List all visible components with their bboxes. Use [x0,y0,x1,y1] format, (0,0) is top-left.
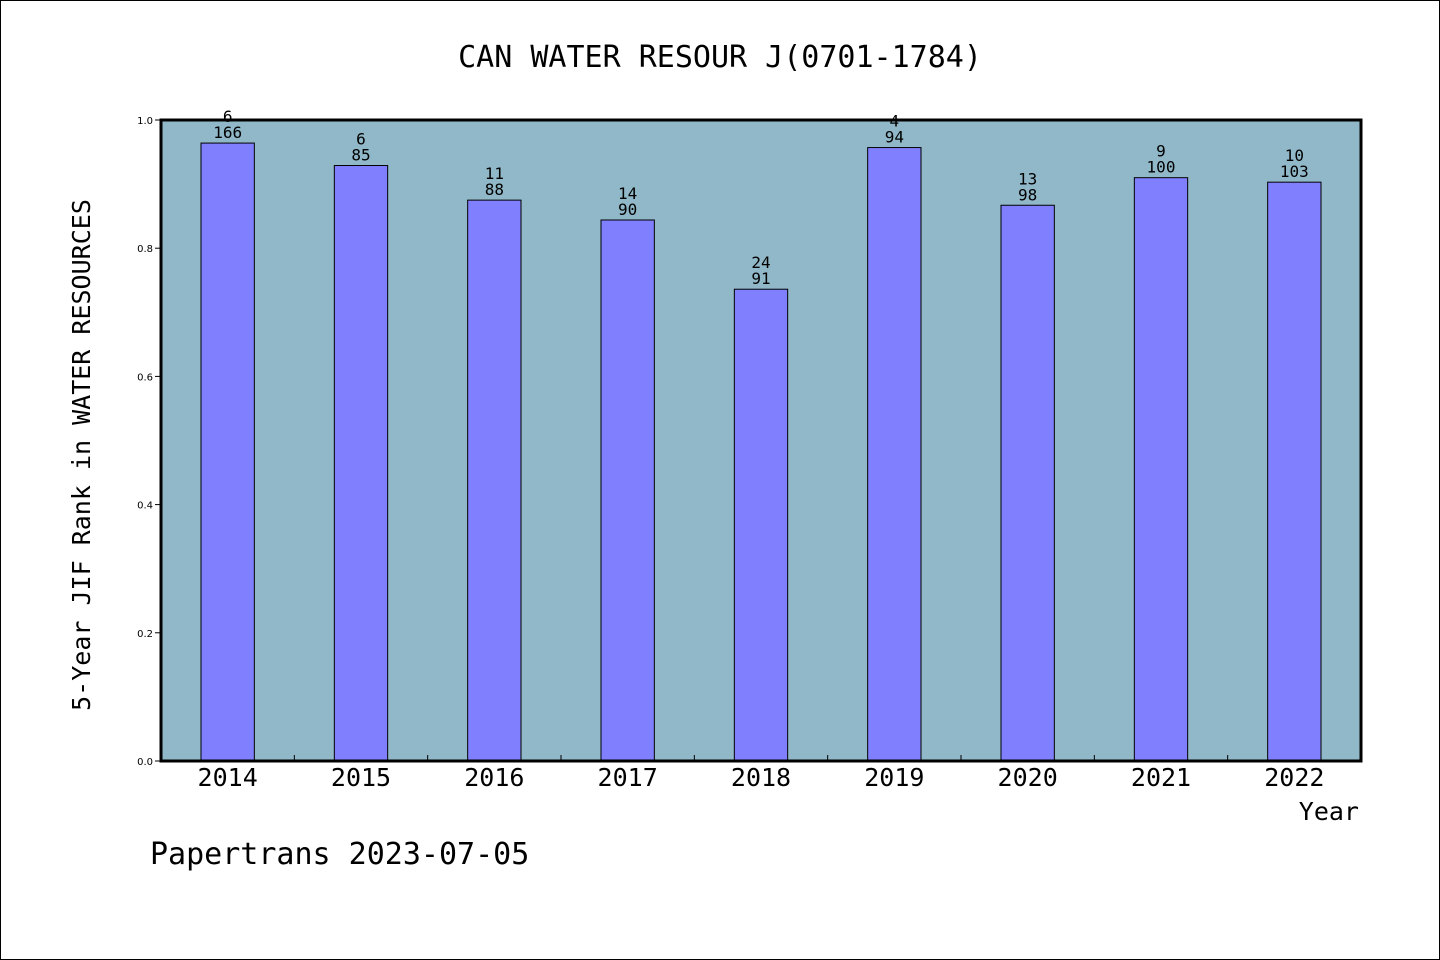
y-tick-label: 0.2 [137,629,153,640]
y-tick-label: 0.6 [137,372,153,383]
chart-title: CAN WATER RESOUR J(0701-1784) [458,40,982,75]
bar-2014 [200,142,255,762]
total-label-2015: 85 [351,146,370,165]
bars [200,142,1322,762]
rank-label-2016: 11 [485,164,504,183]
total-label-2019: 94 [885,128,904,147]
rank-label-2021: 9 [1156,142,1166,161]
y-tick-label: 0.4 [137,501,153,512]
footer-text: Papertrans 2023-07-05 [150,837,529,872]
rank-label-2022: 10 [1285,146,1304,165]
y-tick-label: 0.8 [137,244,153,255]
bar-2015 [333,165,389,762]
x-tick-label-2017: 2017 [598,763,658,792]
total-label-2021: 100 [1147,158,1176,177]
total-label-2014: 166 [213,123,242,142]
total-label-2017: 90 [618,200,637,219]
rank-label-2020: 13 [1018,169,1037,188]
bar-2016 [467,199,522,762]
y-tick-label: 1.0 [137,116,153,127]
total-label-2022: 103 [1280,162,1309,181]
x-tick-label-2014: 2014 [198,763,258,792]
bar-2018 [733,288,789,762]
rank-label-2014: 6 [223,107,233,126]
rank-label-2018: 24 [751,253,770,272]
total-label-2016: 88 [485,180,504,199]
x-axis-ticks: 2014 2015 2016 2017 2018 2019 2020 2021 2022 [198,755,1324,792]
x-tick-label-2018: 2018 [731,763,791,792]
x-tick-label-2020: 2020 [998,763,1058,792]
bar-2019 [867,147,922,762]
rank-label-2015: 6 [356,130,366,149]
x-tick-label-2022: 2022 [1264,763,1324,792]
bar-2021 [1133,177,1189,762]
x-axis-label: Year [1299,797,1359,826]
bar-2020 [1000,204,1055,762]
plot-border [159,118,1363,763]
x-tick-label-2015: 2015 [331,763,391,792]
x-tick-label-2016: 2016 [464,763,524,792]
total-label-2020: 98 [1018,185,1037,204]
bar-2017 [600,219,655,762]
total-label-2018: 91 [751,269,770,288]
x-tick-label-2019: 2019 [864,763,924,792]
y-axis-label: 5-Year JIF Rank in WATER RESOURCES [67,199,96,711]
x-tick-label-2021: 2021 [1131,763,1191,792]
bar-2022 [1267,181,1322,762]
y-tick-label: 0.0 [137,757,153,768]
y-axis-ticks: 0.0 0.2 0.4 0.6 0.8 1.0 [137,116,161,768]
rank-label-2017: 14 [618,184,637,203]
